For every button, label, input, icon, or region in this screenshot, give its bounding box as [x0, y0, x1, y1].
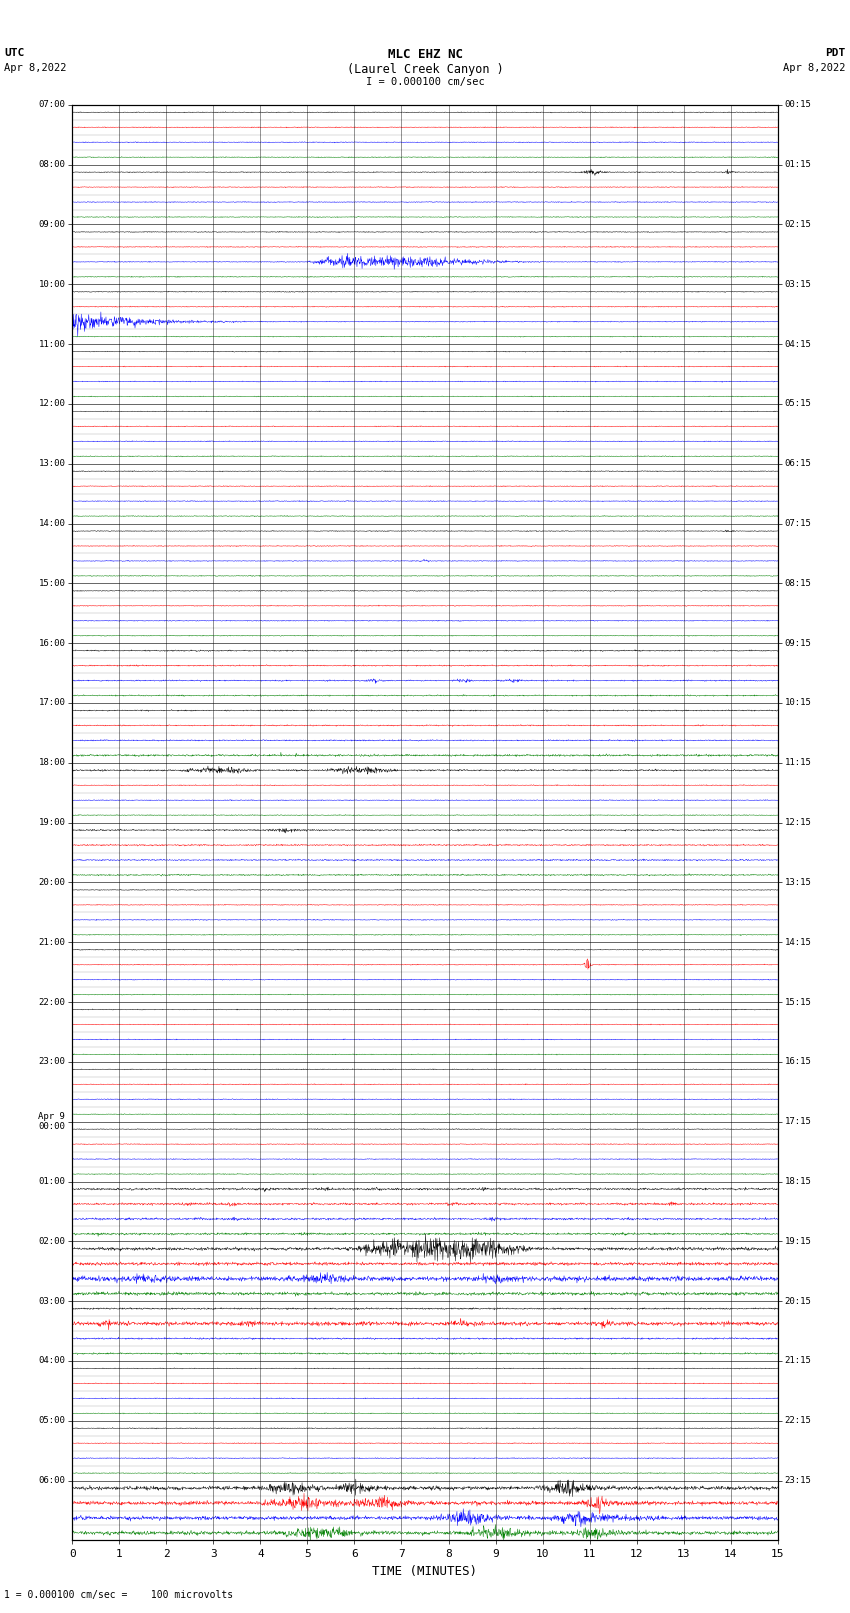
Text: Apr 8,2022: Apr 8,2022: [783, 63, 846, 73]
Text: UTC: UTC: [4, 48, 25, 58]
Text: MLC EHZ NC: MLC EHZ NC: [388, 48, 462, 61]
Text: Apr 8,2022: Apr 8,2022: [4, 63, 67, 73]
Text: (Laurel Creek Canyon ): (Laurel Creek Canyon ): [347, 63, 503, 76]
Text: PDT: PDT: [825, 48, 846, 58]
Text: I = 0.000100 cm/sec: I = 0.000100 cm/sec: [366, 77, 484, 87]
X-axis label: TIME (MINUTES): TIME (MINUTES): [372, 1565, 478, 1578]
Text: 1 = 0.000100 cm/sec =    100 microvolts: 1 = 0.000100 cm/sec = 100 microvolts: [4, 1590, 234, 1600]
